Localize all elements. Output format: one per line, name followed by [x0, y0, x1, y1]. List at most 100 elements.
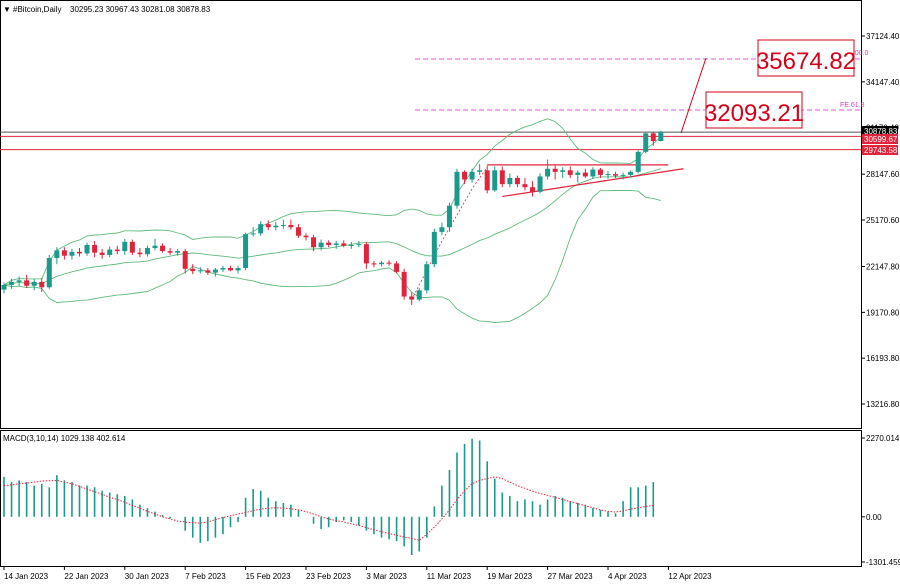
candlesticks	[1, 130, 664, 305]
candle-body	[190, 268, 196, 272]
price-panel-frame	[0, 0, 862, 429]
candle-body	[658, 132, 664, 142]
candle-body	[605, 174, 611, 176]
candle-body	[152, 245, 158, 249]
candle-body	[99, 252, 105, 255]
candle-body	[416, 290, 422, 300]
date-tick-label: 3 Mar 2023	[366, 572, 407, 581]
candle-body	[303, 235, 309, 238]
candle-body	[590, 169, 596, 177]
candle-body	[348, 244, 354, 246]
candle-body	[363, 244, 369, 264]
candle-body	[492, 170, 498, 191]
red-upper-tag	[862, 134, 898, 144]
price-tick-label: 13216.80	[866, 400, 900, 409]
candle-body	[484, 170, 490, 191]
date-tick-label: 15 Feb 2023	[246, 572, 291, 581]
candle-body	[137, 252, 143, 255]
ohlc-readout: 30295.23 30967.43 30281.08 30878.83	[70, 5, 211, 14]
date-tick-label: 19 Mar 2023	[487, 572, 532, 581]
candle-body	[394, 263, 400, 272]
candle-body	[499, 170, 505, 185]
bollinger-lower-band	[3, 189, 662, 323]
candle-body	[54, 250, 60, 259]
bollinger-bands	[3, 118, 662, 323]
candle-body	[77, 251, 82, 254]
candle-body	[235, 268, 241, 271]
macd-tick-label: 2270.014	[866, 434, 900, 443]
candle-body	[24, 280, 30, 286]
macd-indicator	[3, 438, 655, 556]
candle-body	[424, 264, 430, 291]
candle-body	[454, 171, 460, 206]
candle-body	[250, 233, 256, 235]
date-tick-label: 11 Mar 2023	[427, 572, 472, 581]
candle-body	[530, 187, 535, 192]
candle-body	[643, 133, 649, 152]
date-tick-label: 30 Jan 2023	[125, 572, 170, 581]
candle-body	[552, 168, 558, 172]
price-tick-label: 22147.80	[866, 263, 900, 272]
upper-target-box	[757, 39, 855, 77]
red-lower-value: 29743.58	[864, 146, 898, 155]
current-price-value: 30878.83	[864, 127, 898, 136]
price-tick-label: 28147.60	[866, 170, 900, 179]
lower-target-value: 32093.21	[704, 100, 804, 127]
candle-body	[144, 248, 150, 255]
candle-body	[265, 224, 271, 228]
candle-body	[597, 169, 603, 175]
candle-body	[122, 241, 128, 252]
candle-body	[205, 270, 211, 273]
price-tick-label: 34147.40	[866, 78, 900, 87]
candle-body	[243, 234, 249, 269]
date-axis: 14 Jan 2023 22 Jan 2023 30 Jan 2023 7 Feb 2…	[3, 566, 712, 581]
candle-body	[280, 224, 286, 226]
candle-body	[560, 170, 566, 172]
candle-body	[567, 170, 573, 175]
red-upper-value: 30599.67	[864, 135, 898, 144]
candle-body	[477, 170, 483, 172]
candle-body	[92, 244, 98, 253]
candle-body	[318, 242, 324, 248]
candle-body	[9, 281, 15, 285]
red-lower-tag	[862, 145, 898, 155]
price-tick-label: 19170.80	[866, 308, 900, 317]
date-tick-label: 14 Jan 2023	[4, 572, 49, 581]
date-tick-label: 12 Apr 2023	[668, 572, 712, 581]
macd-panel-frame	[0, 430, 862, 567]
candle-body	[326, 242, 332, 245]
candle-body	[84, 244, 90, 254]
candle-body	[107, 249, 113, 255]
candle-body	[341, 243, 347, 246]
fe-61-8-label: FE 61.8	[840, 102, 865, 109]
candle-body	[409, 296, 415, 300]
candle-body	[522, 184, 528, 188]
candle-body	[61, 250, 67, 256]
candle-body	[311, 237, 317, 248]
current-price-tag	[862, 126, 898, 136]
header-arrow-icon[interactable]: ▼	[3, 5, 11, 14]
macd-tick-label: 0.00	[866, 513, 882, 522]
price-tick-label: 16193.80	[866, 354, 900, 363]
candle-body	[439, 227, 445, 232]
bollinger-middle-band	[3, 168, 662, 286]
macd-header: MACD(3,10,14) 1029.138 402.614	[3, 434, 126, 443]
lower-target-box	[705, 91, 803, 129]
candle-body	[507, 177, 513, 185]
candle-body	[514, 177, 520, 185]
candle-body	[46, 258, 52, 288]
candle-body	[446, 205, 452, 228]
candle-body	[212, 269, 218, 273]
date-tick-label: 23 Feb 2023	[306, 572, 351, 581]
macd-tick-label: -1301.459	[866, 558, 900, 567]
candle-body	[333, 243, 339, 245]
price-tick-label: 37124.40	[866, 32, 900, 41]
candle-body	[628, 171, 634, 175]
price-tick-label: 25170.60	[866, 216, 900, 225]
candle-body	[371, 263, 377, 265]
candle-body	[356, 244, 362, 246]
macd-signal-line	[3, 476, 654, 541]
candle-body	[545, 168, 551, 177]
bollinger-upper-band	[3, 118, 662, 286]
